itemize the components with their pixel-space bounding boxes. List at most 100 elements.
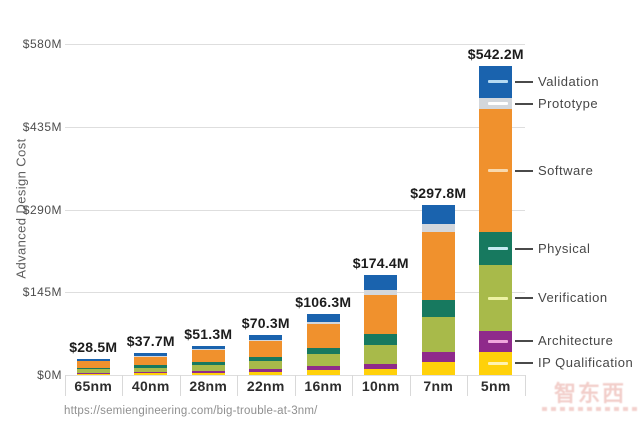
legend-anchor-tick-software (488, 169, 509, 173)
legend-label-software: Software (538, 162, 594, 178)
legend-label-validation: Validation (538, 73, 600, 89)
bar-total-label: $297.8M (410, 185, 467, 202)
legend-leader-line (515, 102, 533, 105)
bar-segment-validation (306, 314, 340, 322)
bar-segment-architecture (421, 351, 455, 362)
bar-segment-prototype (421, 223, 455, 232)
bar-segment-validation (134, 353, 168, 357)
bar-segment-architecture (364, 363, 398, 369)
gridline-$145M (64, 292, 525, 294)
bar-segment-software (76, 361, 110, 368)
y-tick-label: $290M (22, 202, 62, 217)
watermark: 智东西 (542, 382, 638, 411)
legend-label-physical: Physical (538, 240, 591, 256)
x-axis-label-16nm: 16nm (304, 378, 343, 394)
bar-segment-software (134, 356, 168, 366)
legend-anchor-tick-physical (488, 247, 509, 251)
bar-segment-ip-qualification (421, 361, 455, 375)
x-axis-separator (64, 375, 66, 396)
bar-segment-architecture (76, 372, 110, 374)
bar-22nm (249, 334, 283, 375)
bar-segment-ip-qualification (249, 371, 283, 375)
bar-segment-software (306, 323, 340, 348)
bar-segment-ip-qualification (306, 370, 340, 375)
bar-7nm (421, 205, 455, 375)
bar-segment-physical (249, 357, 283, 362)
bar-segment-verification (76, 369, 110, 373)
legend-anchor-tick-architecture (488, 339, 509, 343)
bar-segment-architecture (134, 371, 168, 374)
legend-anchor-tick-prototype (488, 102, 509, 106)
x-axis-separator (524, 375, 526, 396)
bar-segment-verification (306, 354, 340, 367)
x-axis-label-7nm: 7nm (423, 378, 454, 394)
bar-segment-prototype (364, 290, 398, 295)
y-tick-label: $580M (22, 37, 62, 51)
bar-segment-ip-qualification (134, 373, 168, 375)
source-url: https://semiengineering.com/big-trouble-… (64, 405, 318, 417)
bar-segment-physical (364, 333, 398, 345)
x-axis-separator (352, 375, 353, 396)
bar-segment-physical (134, 365, 168, 368)
bar-65nm (76, 358, 110, 375)
x-axis-separator (409, 375, 411, 396)
legend-anchor-tick-verification (488, 296, 509, 300)
x-axis-separator (294, 375, 296, 396)
gridline-$290M (64, 209, 525, 211)
bar-segment-validation (76, 358, 110, 361)
bar-total-label: $37.7M (126, 333, 175, 350)
bar-28nm (191, 345, 225, 375)
y-tick-label: $145M (22, 285, 62, 300)
bar-segment-prototype (306, 321, 340, 324)
legend-label-prototype: Prototype (538, 95, 599, 111)
x-axis-label-10nm: 10nm (361, 378, 400, 394)
bar-segment-ip-qualification (76, 373, 110, 375)
x-axis-separator (122, 375, 123, 396)
bar-segment-validation (364, 275, 398, 291)
bar-total-label: $70.3M (241, 314, 290, 331)
bar-segment-software (249, 341, 283, 358)
legend-anchor-tick-validation (488, 80, 509, 84)
bar-total-label: $542.2M (467, 45, 524, 62)
x-axis-label-65nm: 65nm (74, 378, 113, 394)
watermark-text: 智东西 (553, 381, 626, 406)
x-axis-label-28nm: 28nm (189, 378, 228, 394)
bar-segment-verification (421, 316, 455, 352)
bar-segment-architecture (249, 369, 283, 372)
x-axis-separator (179, 375, 181, 396)
bar-segment-prototype (191, 349, 225, 351)
bar-5nm (479, 65, 513, 375)
bar-segment-physical (306, 347, 340, 355)
bar-segment-physical (421, 300, 455, 317)
legend-anchor-tick-ip-qualification (488, 361, 509, 365)
bar-segment-software (421, 231, 455, 301)
gridline-$580M (64, 44, 525, 45)
bar-segment-validation (191, 345, 225, 350)
legend-leader-line (515, 80, 533, 83)
gridline-$435M (64, 126, 525, 128)
y-tick-label: $435M (22, 119, 62, 134)
x-axis-separator (467, 375, 468, 396)
bar-segment-architecture (191, 370, 225, 373)
legend-leader-line (515, 362, 533, 365)
bar-segment-verification (134, 367, 168, 372)
bar-16nm (306, 314, 340, 375)
bar-segment-prototype (134, 356, 168, 357)
bar-total-label: $51.3M (184, 325, 233, 342)
x-axis-separator (237, 375, 238, 396)
bar-segment-physical (191, 361, 225, 365)
bar-segment-validation (249, 334, 283, 340)
bar-segment-software (191, 350, 225, 362)
legend-label-ip-qualification: IP Qualification (538, 355, 634, 371)
bar-total-label: $174.4M (352, 255, 409, 272)
bar-segment-prototype (76, 360, 110, 362)
bar-10nm (364, 275, 398, 375)
legend-leader-line (515, 297, 533, 300)
y-tick-label: $0M (37, 368, 62, 382)
legend-leader-line (515, 169, 533, 172)
bar-segment-validation (421, 205, 455, 224)
bar-segment-verification (364, 344, 398, 364)
bar-segment-software (364, 294, 398, 334)
x-axis-label-40nm: 40nm (131, 378, 170, 394)
